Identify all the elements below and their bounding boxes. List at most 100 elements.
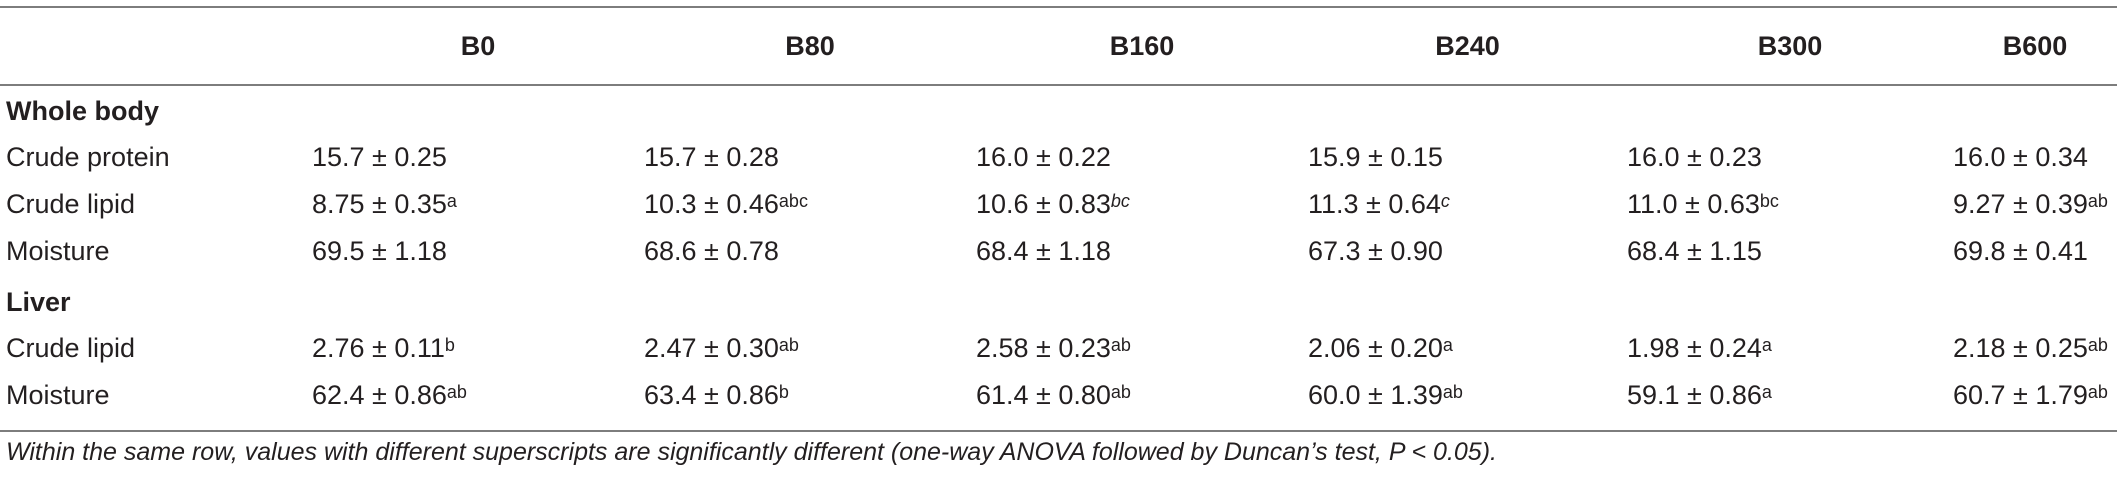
data-table: B0 B80 B160 B240 B300 B600 Whole body Cru… (0, 8, 2117, 419)
cell-value: 15.9 ± 0.15 (1308, 142, 1443, 172)
cell-value: 2.76 ± 0.11 (312, 333, 445, 363)
table-cell: 15.9 ± 0.15 (1308, 134, 1627, 181)
header-row: B0 B80 B160 B240 B300 B600 (0, 8, 2117, 84)
significance-superscript: bc (1759, 191, 1779, 211)
table-body: Whole body Crude protein 15.7 ± 0.25 15.7 ±… (0, 84, 2117, 419)
row-label: Crude lipid (6, 333, 136, 363)
significance-superscript: b (444, 335, 455, 355)
cell-value: 16.0 ± 0.34 (1953, 142, 2088, 172)
significance-superscript: bc (1110, 191, 1130, 211)
table-cell: 11.3 ± 0.64c (1308, 181, 1627, 228)
significance-superscript: a (1761, 335, 1772, 355)
cell-value: 69.5 ± 1.18 (312, 236, 447, 266)
cell-value: 59.1 ± 0.86 (1627, 380, 1762, 410)
cell-value: 61.4 ± 0.80 (976, 380, 1111, 410)
significance-superscript: a (1442, 335, 1453, 355)
table-cell: 68.4 ± 1.18 (976, 228, 1308, 275)
cell-value: 15.7 ± 0.25 (312, 142, 447, 172)
column-header-b0: B0 (460, 30, 496, 61)
row-label: Moisture (6, 236, 110, 266)
table-cell: 68.6 ± 0.78 (644, 228, 976, 275)
cell-value: 60.0 ± 1.39 (1308, 380, 1443, 410)
cell-value: 60.7 ± 1.79 (1953, 380, 2088, 410)
table-cell: 67.3 ± 0.90 (1308, 228, 1627, 275)
table-cell: 68.4 ± 1.15 (1627, 228, 1953, 275)
table-cell: 9.27 ± 0.39ab (1953, 181, 2117, 228)
significance-superscript: ab (1442, 382, 1463, 402)
cell-value: 62.4 ± 0.86 (312, 380, 447, 410)
table-cell: 60.0 ± 1.39ab (1308, 372, 1627, 419)
cell-value: 15.7 ± 0.28 (644, 142, 779, 172)
significance-superscript: a (446, 191, 457, 211)
column-header-empty (0, 8, 312, 84)
table-cell: 60.7 ± 1.79ab (1953, 372, 2117, 419)
table-cell: 10.6 ± 0.83bc (976, 181, 1308, 228)
cell-value: 67.3 ± 0.90 (1308, 236, 1443, 266)
column-header-b160: B160 (1109, 30, 1175, 61)
table-cell: 2.76 ± 0.11b (312, 325, 644, 372)
cell-value: 1.98 ± 0.24 (1627, 333, 1762, 363)
table-cell: 8.75 ± 0.35a (312, 181, 644, 228)
cell-value: 9.27 ± 0.39 (1953, 189, 2088, 219)
cell-value: 11.0 ± 0.63 (1627, 189, 1760, 219)
cell-value: 16.0 ± 0.23 (1627, 142, 1762, 172)
cell-value: 8.75 ± 0.35 (312, 189, 447, 219)
column-header-b240: B240 (1435, 30, 1500, 61)
row-label: Crude lipid (6, 189, 136, 219)
significance-superscript: c (1440, 191, 1450, 211)
table-cell: 11.0 ± 0.63bc (1627, 181, 1953, 228)
table-cell: 15.7 ± 0.25 (312, 134, 644, 181)
table-cell: 61.4 ± 0.80ab (976, 372, 1308, 419)
table-cell: 16.0 ± 0.34 (1953, 134, 2117, 181)
row-label: Moisture (6, 380, 110, 410)
table-cell: 2.47 ± 0.30ab (644, 325, 976, 372)
significance-superscript: ab (2087, 382, 2108, 402)
cell-value: 68.4 ± 1.18 (976, 236, 1111, 266)
table-cell: 15.7 ± 0.28 (644, 134, 976, 181)
section-row: Liver (0, 275, 2117, 325)
table-cell: 69.5 ± 1.18 (312, 228, 644, 275)
table-cell: 10.3 ± 0.46abc (644, 181, 976, 228)
significance-superscript: ab (1110, 382, 1131, 402)
table-footnote: Within the same row, values with differe… (6, 438, 1497, 466)
table-cell: 63.4 ± 0.86b (644, 372, 976, 419)
table-cell: 16.0 ± 0.22 (976, 134, 1308, 181)
significance-superscript: abc (778, 191, 808, 211)
cell-value: 63.4 ± 0.86 (644, 380, 779, 410)
cell-value: 68.4 ± 1.15 (1627, 236, 1762, 266)
table-cell: 16.0 ± 0.23 (1627, 134, 1953, 181)
table-cell: 69.8 ± 0.41 (1953, 228, 2117, 275)
cell-value: 16.0 ± 0.22 (976, 142, 1111, 172)
section-title: Liver (6, 286, 71, 317)
cell-value: 2.18 ± 0.25 (1953, 333, 2088, 363)
section-row: Whole body (0, 84, 2117, 134)
table-row: Crude protein 15.7 ± 0.25 15.7 ± 0.28 16.0 … (0, 134, 2117, 181)
table-row: Crude lipid 2.76 ± 0.11b 2.47 ± 0.30ab 2.58… (0, 325, 2117, 372)
table-cell: 2.18 ± 0.25ab (1953, 325, 2117, 372)
cell-value: 11.3 ± 0.64 (1308, 189, 1441, 219)
significance-superscript: a (1761, 382, 1772, 402)
cell-value: 10.3 ± 0.46 (644, 189, 779, 219)
table-row: Moisture 62.4 ± 0.86ab 63.4 ± 0.86b 61.4 ± … (0, 372, 2117, 419)
cell-value: 68.6 ± 0.78 (644, 236, 779, 266)
table-cell: 2.58 ± 0.23ab (976, 325, 1308, 372)
cell-value: 2.06 ± 0.20 (1308, 333, 1443, 363)
significance-superscript: ab (2087, 191, 2108, 211)
table-row: Moisture 69.5 ± 1.18 68.6 ± 0.78 68.4 ± 1.1… (0, 228, 2117, 275)
row-label: Crude protein (6, 142, 170, 172)
cell-value: 2.58 ± 0.23 (976, 333, 1111, 363)
significance-superscript: ab (446, 382, 467, 402)
table-cell: 1.98 ± 0.24a (1627, 325, 1953, 372)
bottom-rule (0, 430, 2117, 432)
section-title: Whole body (6, 95, 159, 126)
cell-value: 10.6 ± 0.83 (976, 189, 1111, 219)
significance-superscript: b (778, 382, 789, 402)
significance-superscript: ab (2087, 335, 2108, 355)
significance-superscript: ab (778, 335, 799, 355)
table-cell: 2.06 ± 0.20a (1308, 325, 1627, 372)
table-row: Crude lipid 8.75 ± 0.35a 10.3 ± 0.46abc 10.… (0, 181, 2117, 228)
column-header-b600: B600 (2002, 30, 2068, 61)
column-header-b80: B80 (785, 30, 835, 61)
cell-value: 69.8 ± 0.41 (1953, 236, 2088, 266)
